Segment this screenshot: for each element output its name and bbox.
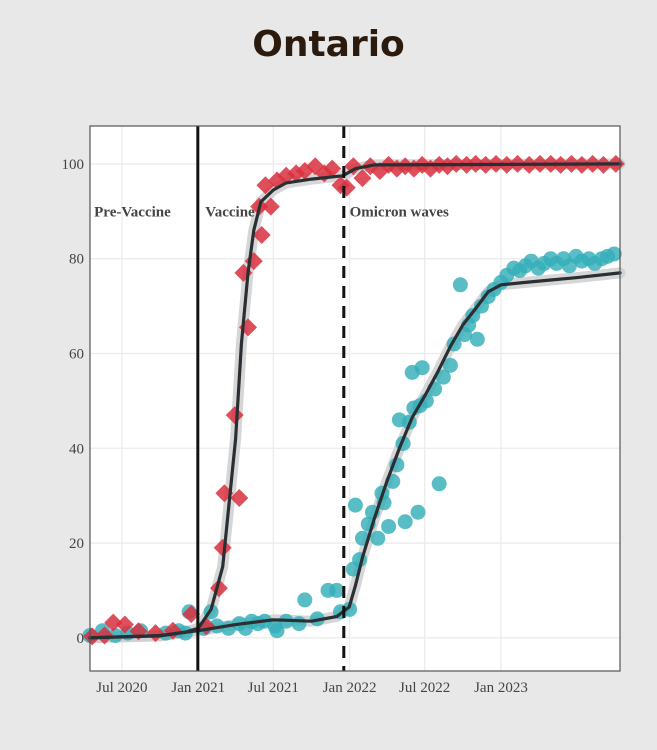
data-point-diamond: [337, 178, 356, 197]
data-point-circle: [431, 476, 447, 492]
data-point-circle: [469, 331, 485, 347]
y-tick-label: 60: [69, 346, 84, 362]
data-point-diamond: [252, 226, 271, 244]
x-tick-label: Jul 2020: [96, 680, 147, 696]
data-point-circle: [442, 357, 458, 373]
data-point-diamond: [323, 159, 342, 178]
x-tick-label: Jan 2022: [323, 680, 377, 696]
data-point-diamond: [104, 613, 123, 632]
x-tick-label: Jul 2021: [248, 680, 299, 696]
data-point-diamond: [225, 406, 244, 425]
data-point-circle: [435, 369, 451, 385]
y-tick-label: 100: [62, 157, 85, 173]
data-point-diamond: [261, 197, 280, 216]
y-tick-label: 80: [69, 252, 84, 268]
region-label: Pre-Vaccine: [94, 204, 171, 220]
region-labels: Pre-Vaccine Vaccine Omicron waves: [94, 204, 449, 220]
data-point-diamond: [115, 615, 134, 634]
data-point-diamond: [353, 169, 372, 188]
trend-line: [88, 271, 622, 640]
y-tick-label: 40: [69, 441, 84, 457]
data-point-diamond: [182, 605, 201, 624]
y-tick-label: 20: [69, 536, 84, 552]
x-tick-label: Jan 2023: [474, 680, 528, 696]
data-point-circle: [291, 616, 307, 632]
x-tick-label: Jan 2021: [171, 680, 225, 696]
tick-labels: 0 20 40 60 80 100 Jul 2020 Jan 2021 Jul 2021 Jan …: [62, 157, 528, 696]
data-point-circle: [370, 530, 386, 546]
data-point-circle: [397, 514, 413, 530]
data-point-circle: [347, 497, 363, 513]
data-point-circle: [269, 623, 285, 639]
data-point-diamond: [95, 626, 114, 645]
data-point-diamond: [230, 489, 249, 508]
plot-border: [89, 125, 621, 672]
data-point-circle: [414, 360, 430, 376]
data-point-circle: [606, 246, 622, 262]
x-tick-label: Jul 2022: [399, 680, 450, 696]
data-point-circle: [297, 592, 313, 608]
data-point-diamond: [213, 538, 232, 557]
data-point-circle: [452, 277, 468, 293]
chart-title: Ontario: [252, 24, 405, 65]
data-point-circle: [342, 601, 358, 617]
phase-lines: [196, 126, 346, 671]
data-point-circle: [329, 582, 345, 598]
data-point-circle: [410, 504, 426, 520]
y-tick-label: 0: [77, 631, 85, 647]
data-point-circle: [381, 518, 397, 534]
region-label: Omicron waves: [350, 204, 449, 220]
region-label: Vaccine: [205, 204, 255, 220]
